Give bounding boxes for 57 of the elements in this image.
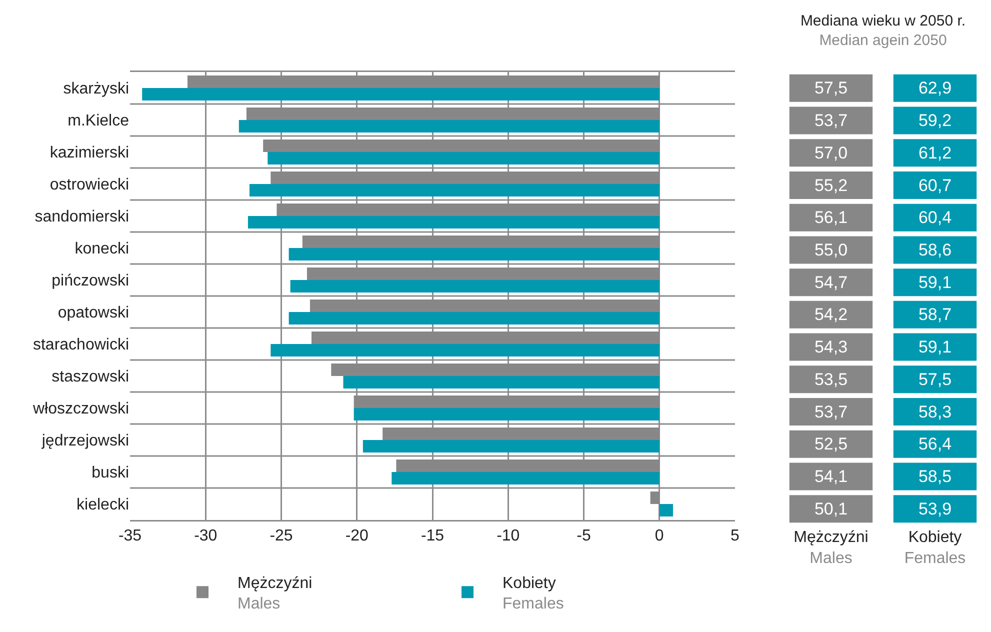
data-label: 60,7 [918,176,952,195]
data-label: 59,1 [918,272,952,292]
data-label: 58,7 [918,305,952,324]
data-label: 57,5 [918,370,952,389]
y-tick-label: pińczowski [52,272,129,290]
data-label: 53,7 [814,111,848,130]
legend-label: Kobiety Females [502,574,564,613]
data-label: 53,7 [814,402,848,422]
data-label: 55,0 [814,240,848,260]
data-label: 53,9 [918,499,952,518]
chart-title: Mediana wieku w 2050 r. [800,12,966,30]
x-tick-label: 0 [654,528,664,545]
y-tick-label: kazimierski [50,144,129,162]
data-label: 55,2 [814,176,848,195]
data-label: 58,6 [918,240,952,260]
x-tick-label: Mężczyźni Males [794,529,868,567]
y-tick-label: staszowski [52,368,129,386]
data-label: 58,3 [918,402,952,422]
y-tick-label: kielecki [76,496,129,514]
x-tick-label: -20 [345,528,369,545]
data-label: 54,3 [814,338,848,357]
data-label: 61,2 [918,143,952,162]
data-label: 57,5 [814,78,848,98]
y-tick-label: konecki [74,240,129,258]
x-tick-label: Kobiety Females [904,529,966,567]
y-tick-label: włoszczowski [32,400,129,418]
x-tick-label: -30 [194,528,218,545]
data-label: 56,4 [918,434,952,454]
x-tick-label: -35 [118,528,142,545]
data-label: 58,5 [918,466,952,486]
y-tick-label: sandomierski [34,208,129,226]
x-tick-label: -5 [576,528,591,545]
chart-subtitle: Median agein 2050 [819,32,947,49]
y-tick-label: m.Kielce [68,112,130,130]
y-tick-label: skarżyski [63,80,129,98]
data-label: 57,0 [814,143,848,162]
data-label: 50,1 [814,499,848,518]
x-tick-label: -25 [270,528,293,545]
y-tick-label: jędrzejowski [40,432,129,450]
x-tick-label: -15 [420,528,444,545]
y-tick-label: buski [92,464,129,482]
data-label: 60,4 [918,208,952,228]
x-tick-label: -10 [496,528,520,545]
y-tick-label: starachowicki [32,336,129,354]
y-tick-label: opatowski [58,304,129,322]
data-label: 54,2 [814,305,848,324]
data-label: 53,5 [814,370,848,389]
data-label: 52,5 [814,434,848,454]
data-label: 54,1 [814,466,848,486]
data-label: 59,1 [918,338,952,357]
y-tick-label: ostrowiecki [50,176,129,194]
data-label: 62,9 [918,78,952,98]
data-label: 54,7 [814,272,848,292]
data-label: 59,2 [918,111,952,130]
x-tick-label: 5 [730,528,740,545]
data-label: 56,1 [814,208,848,228]
legend-label: Mężczyźni Males [238,574,312,613]
